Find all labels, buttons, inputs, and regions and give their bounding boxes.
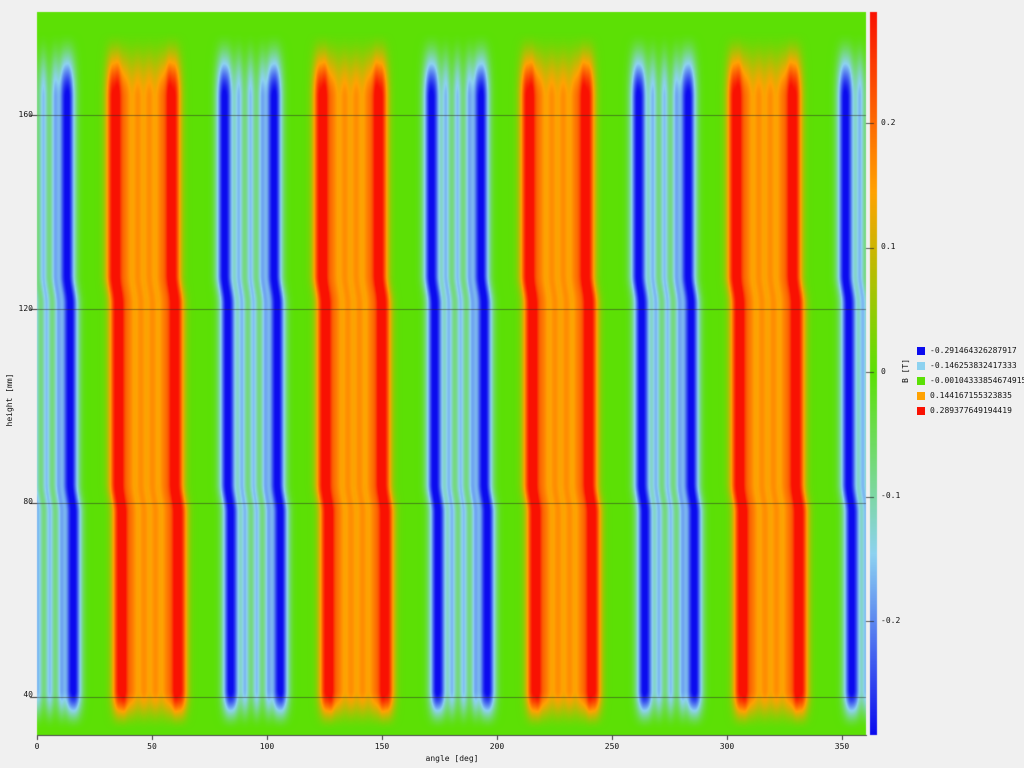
legend-label: -0.00104333854674915 [930, 376, 1024, 385]
x-tick-label: 300 [719, 742, 735, 751]
legend-label: -0.146253832417333 [930, 361, 1017, 370]
legend-item: 0.144167155323835 [917, 392, 1024, 400]
legend: -0.291464326287917 -0.146253832417333 -0… [917, 347, 1024, 422]
legend-item: 0.289377649194419 [917, 407, 1024, 415]
colorbar-tick-label: 0.2 [881, 118, 896, 127]
legend-item: -0.00104333854674915 [917, 377, 1024, 385]
y-axis-title: height [mm] [5, 373, 14, 427]
y-tick-label: 80 [23, 497, 33, 506]
y-tick-label: 40 [23, 690, 33, 699]
legend-label: -0.291464326287917 [930, 346, 1017, 355]
x-tick-label: 150 [374, 742, 390, 751]
colorbar-tick-label: -0.2 [881, 616, 901, 625]
x-tick-label: 250 [604, 742, 620, 751]
heatmap-plot-area[interactable] [37, 12, 866, 735]
colorbar-tick-label: -0.1 [881, 491, 901, 500]
colorbar [870, 12, 877, 735]
x-tick-label: 100 [259, 742, 275, 751]
x-tick-label: 350 [834, 742, 850, 751]
legend-swatch [917, 392, 925, 400]
colorbar-tick-label: 0 [881, 367, 886, 376]
x-tick-label: 200 [489, 742, 505, 751]
legend-label: 0.289377649194419 [930, 406, 1012, 415]
legend-item: -0.291464326287917 [917, 347, 1024, 355]
x-tick-label: 0 [34, 742, 40, 751]
legend-swatch [917, 347, 925, 355]
legend-swatch [917, 377, 925, 385]
x-tick-label: 50 [147, 742, 157, 751]
colorbar-title: B [T] [901, 358, 910, 384]
colorbar-tick-label: 0.1 [881, 242, 896, 251]
legend-swatch [917, 407, 925, 415]
legend-label: 0.144167155323835 [930, 391, 1012, 400]
legend-item: -0.146253832417333 [917, 362, 1024, 370]
y-tick-label: 120 [18, 304, 33, 313]
x-axis-title: angle [deg] [425, 754, 479, 763]
legend-swatch [917, 362, 925, 370]
y-tick-label: 160 [18, 110, 33, 119]
